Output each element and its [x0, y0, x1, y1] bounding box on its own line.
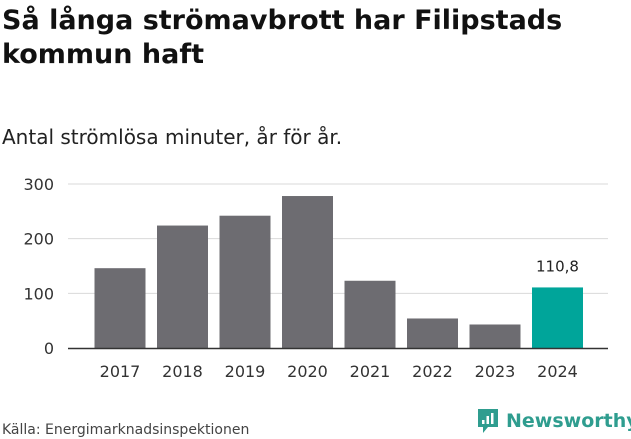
bar-2020 [282, 196, 333, 348]
bar-2018 [157, 225, 208, 348]
bars [94, 196, 583, 348]
x-tick-label: 2023 [475, 362, 516, 381]
x-tick-label: 2022 [412, 362, 453, 381]
y-axis-ticks: 0 100 200 300 [23, 175, 54, 358]
bar-2022 [407, 318, 458, 348]
chart-title: Så långa strömavbrott har Filipstads kom… [2, 5, 563, 70]
x-tick-label: 2020 [287, 362, 328, 381]
y-tick-label: 200 [23, 230, 54, 249]
x-axis-ticks: 2017 2018 2019 2020 2021 2022 2023 2024 [100, 362, 578, 381]
x-tick-label: 2017 [100, 362, 141, 381]
bar-2021 [344, 280, 396, 348]
data-label-2024: 110,8 [536, 257, 579, 275]
bar-2024 [532, 287, 583, 348]
bar-2023 [469, 324, 521, 348]
x-tick-label: 2019 [225, 362, 266, 381]
bar-2019 [219, 215, 271, 348]
y-tick-label: 100 [23, 284, 54, 303]
bar-2017 [94, 268, 146, 348]
x-tick-label: 2018 [162, 362, 203, 381]
data-labels: 110,8 [536, 257, 579, 275]
brand-name: Newsworthy [506, 410, 631, 432]
brand: Newsworthy [476, 408, 631, 434]
y-tick-label: 300 [23, 175, 54, 194]
gridlines [68, 183, 608, 294]
source-note: Källa: Energimarknadsinspektionen [2, 422, 250, 438]
newsworthy-logo-icon [478, 409, 498, 433]
chart-subtitle: Antal strömlösa minuter, år för år. [2, 125, 343, 149]
x-tick-label: 2021 [350, 362, 391, 381]
x-tick-label: 2024 [537, 362, 578, 381]
y-tick-label: 0 [44, 339, 54, 358]
